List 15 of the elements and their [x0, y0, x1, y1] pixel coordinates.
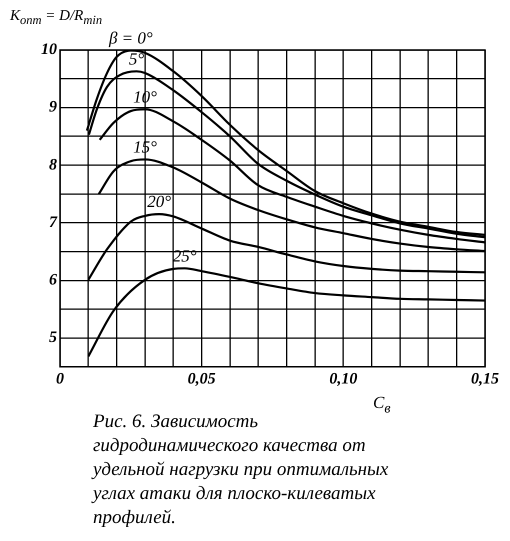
- x-tick-label: 0,10: [329, 370, 358, 388]
- x-tick-label: 0: [56, 370, 64, 388]
- y-tick-label: 6: [49, 272, 57, 289]
- y-tick-label: 8: [49, 156, 57, 174]
- y-tick-label: 7: [49, 214, 58, 231]
- series-label: 5°: [128, 49, 144, 68]
- x-axis-title: C$_{в}$: [373, 393, 390, 418]
- x-tick-label: 0,15: [471, 370, 499, 388]
- y-axis-title: K$_{опт}$ = D/R$_{min}$: [10, 8, 102, 28]
- x-tick-label: 0,05: [188, 370, 216, 388]
- series-label: β = 0°: [108, 28, 153, 48]
- series-label: 20°: [147, 192, 172, 212]
- y-tick-label: 9: [49, 98, 57, 116]
- y-tick-label: 5: [49, 329, 57, 346]
- y-tick-label: 10: [41, 41, 57, 58]
